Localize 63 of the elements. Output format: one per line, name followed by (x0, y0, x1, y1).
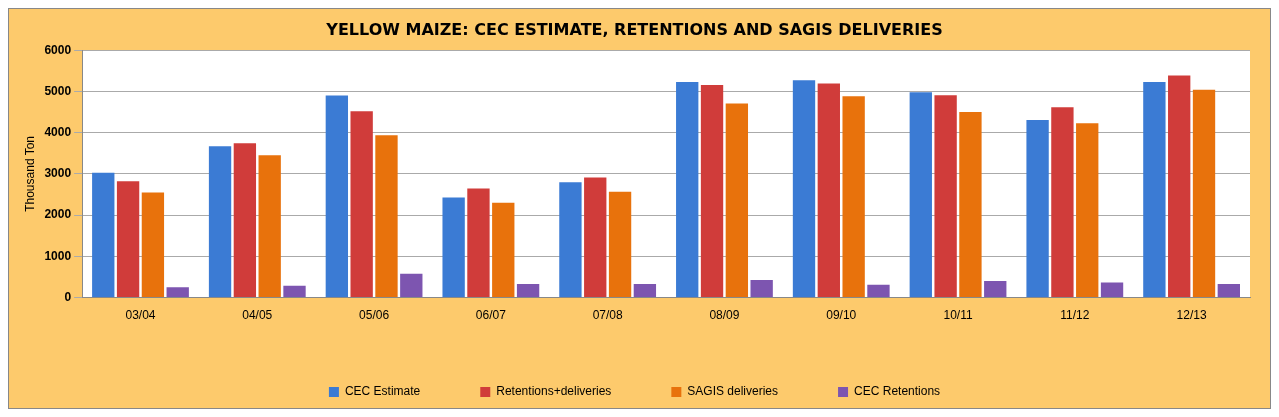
y-tick-label: 5000 (44, 83, 72, 98)
bar (442, 197, 465, 298)
bar (633, 283, 657, 298)
bar (559, 182, 582, 298)
y-tick-label: 3000 (44, 166, 72, 181)
bar (608, 191, 632, 298)
bar (984, 280, 1007, 298)
bar (750, 280, 773, 298)
bar (116, 181, 140, 298)
y-axis-title: Thousand Ton (22, 135, 37, 212)
legend-label: CEC Retentions (854, 384, 941, 399)
x-tick-label: 12/13 (1176, 308, 1207, 323)
bar (584, 177, 607, 298)
bar (1168, 75, 1191, 298)
y-tick-label: 0 (64, 289, 72, 304)
bar (233, 143, 257, 298)
bar (283, 285, 306, 298)
bar (959, 112, 982, 298)
bar (516, 283, 540, 298)
bar (817, 83, 840, 298)
bar (1143, 81, 1166, 298)
bar (492, 202, 515, 298)
legend-label: CEC Estimate (344, 384, 421, 399)
bar (1192, 89, 1216, 298)
bar (676, 81, 699, 298)
legend-label: SAGIS deliveries (687, 384, 779, 399)
bar (1217, 283, 1240, 298)
x-tick-label: 07/08 (592, 308, 623, 323)
x-tick-label: 08/09 (709, 308, 740, 323)
bar (166, 287, 189, 298)
legend-label: Retentions+deliveries (496, 384, 612, 399)
x-tick-label: 06/07 (475, 308, 507, 323)
x-tick-label: 03/04 (125, 308, 156, 323)
x-tick-label: 05/06 (359, 308, 390, 323)
bar (725, 103, 749, 298)
bar (467, 188, 490, 298)
bar (934, 95, 957, 298)
bar (842, 96, 865, 298)
y-tick-label: 6000 (44, 42, 72, 57)
bar (1051, 107, 1074, 298)
bar (375, 135, 398, 298)
bar (1100, 282, 1124, 298)
bar (92, 172, 115, 298)
bar (1076, 123, 1099, 298)
bar (325, 95, 349, 298)
y-tick-label: 1000 (44, 248, 72, 263)
x-tick-label: 11/12 (1060, 308, 1090, 323)
chart-title: YELLOW MAIZE: CEC ESTIMATE, RETENTIONS AND SAGIS DELIVERIES (325, 19, 943, 39)
bar (258, 155, 281, 298)
bar (792, 80, 816, 298)
y-tick-label: 2000 (44, 207, 72, 222)
bar (350, 111, 373, 298)
x-tick-label: 10/11 (943, 308, 973, 323)
bar (1026, 120, 1049, 298)
bar (400, 273, 423, 298)
bar (867, 284, 890, 298)
x-tick-label: 09/10 (826, 308, 857, 323)
bar (141, 192, 165, 298)
bar (700, 85, 724, 298)
bar (208, 146, 232, 298)
bar (909, 92, 932, 298)
x-tick-label: 04/05 (242, 308, 273, 323)
y-tick-label: 4000 (44, 124, 72, 139)
